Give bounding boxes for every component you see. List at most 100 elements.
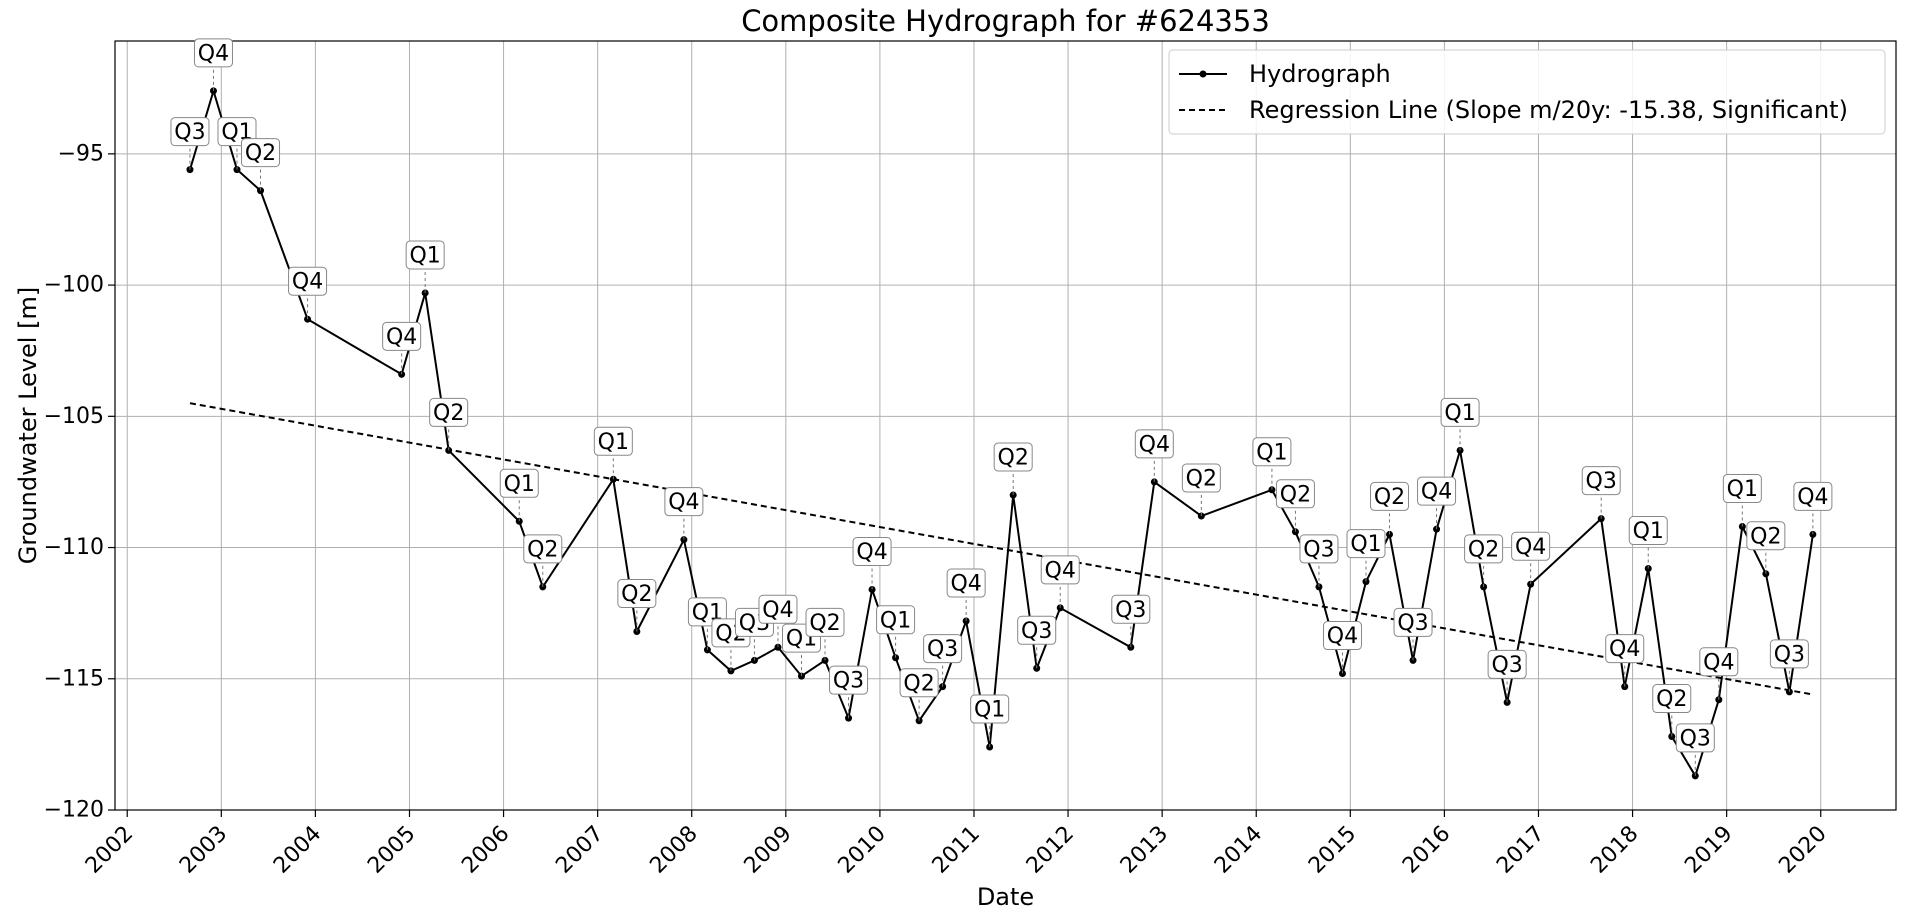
- annotation-box: [946, 568, 986, 598]
- annotation-label: Q3: [174, 120, 205, 145]
- annotation-box: [1393, 607, 1433, 637]
- annotation-label: Q2: [433, 401, 464, 426]
- annotation-box: [1581, 466, 1621, 496]
- annotation-box: [1652, 684, 1692, 714]
- annotation-label: Q1: [1350, 532, 1381, 557]
- annotation-label: Q1: [1633, 519, 1664, 544]
- annotation-label: Q2: [1186, 467, 1217, 492]
- annotation-box: [429, 397, 469, 427]
- annotation-label: Q3: [1491, 653, 1522, 678]
- annotation-box: [288, 266, 328, 296]
- x-tick-label: 2008: [645, 821, 702, 878]
- annotation-box: [1722, 474, 1762, 504]
- annotation-label: Q4: [950, 572, 981, 597]
- axes: 2002 2003 2004 2005 2006 2007 2008 2009 2010 2011…: [44, 141, 1832, 878]
- annotation-label: Q3: [1021, 619, 1052, 644]
- annotation-label: Q4: [198, 41, 229, 66]
- legend-hydrograph-marker: [1199, 70, 1207, 78]
- annotation-label: Q4: [668, 490, 699, 515]
- annotation-label: Q1: [880, 608, 911, 633]
- annotation-label: Q3: [1303, 537, 1334, 562]
- annotation-box: [241, 138, 281, 168]
- annotation-label: Q4: [762, 598, 793, 623]
- annotation-box: [1769, 639, 1809, 669]
- annotation-box: [1134, 429, 1174, 459]
- y-tick-label: −120: [44, 798, 104, 823]
- legend-box: [1168, 49, 1886, 135]
- annotation-label: Q1: [1444, 401, 1475, 426]
- annotation-label: Q2: [1750, 524, 1781, 549]
- annotation-label: Q3: [1774, 642, 1805, 667]
- x-tick-label: 2016: [1398, 821, 1455, 878]
- y-tick-label: −105: [44, 404, 104, 429]
- annotation-box: [1322, 621, 1362, 651]
- annotation-label: Q1: [1727, 477, 1758, 502]
- annotation-label: Q3: [927, 637, 958, 662]
- annotation-box: [499, 468, 539, 498]
- annotation-label: Q3: [1680, 726, 1711, 751]
- annotation-label: Q2: [1374, 485, 1405, 510]
- annotation-box: [829, 665, 869, 695]
- x-tick-label: 2020: [1774, 821, 1831, 878]
- x-tick-label: 2002: [81, 821, 138, 878]
- annotation-label: Q1: [409, 243, 440, 268]
- x-tick-label: 2003: [175, 821, 232, 878]
- annotation-label: Q1: [974, 698, 1005, 723]
- annotation-label: Q2: [1656, 687, 1687, 712]
- annotation-label: Q2: [809, 611, 840, 636]
- x-tick-label: 2011: [928, 821, 985, 878]
- annotation-box: [1605, 634, 1645, 664]
- annotation-label: Q4: [1703, 650, 1734, 675]
- annotation-box: [1181, 463, 1221, 493]
- annotation-label: Q4: [856, 540, 887, 565]
- annotation-box: [1417, 476, 1457, 506]
- annotation-box: [993, 442, 1033, 472]
- annotation-box: [382, 321, 422, 351]
- annotation-box: [1299, 534, 1339, 564]
- annotation-box: [523, 534, 563, 564]
- annotation-label: Q3: [1397, 611, 1428, 636]
- x-tick-label: 2009: [740, 821, 797, 878]
- annotation-box: [1746, 521, 1786, 551]
- x-tick-label: 2014: [1210, 821, 1267, 878]
- annotation-box: [805, 607, 845, 637]
- legend: Hydrograph Regression Line (Slope m/20y:…: [1168, 49, 1886, 135]
- annotation-label: Q4: [292, 270, 323, 295]
- annotation-label: Q2: [245, 141, 276, 166]
- annotation-box: [1628, 516, 1668, 546]
- annotation-label: Q3: [833, 669, 864, 694]
- annotation-label: Q2: [1280, 482, 1311, 507]
- annotation-label: Q1: [1256, 440, 1287, 465]
- regression-line: [189, 402, 1814, 696]
- x-tick-label: 2010: [834, 821, 891, 878]
- annotation-label: Q4: [1139, 432, 1170, 457]
- annotation-box: [664, 487, 704, 517]
- annotation-label: Q4: [1327, 624, 1358, 649]
- x-axis-label: Date: [977, 883, 1034, 911]
- annotation-box: [593, 426, 633, 456]
- annotation-label: Q4: [1421, 480, 1452, 505]
- annotation-label: Q1: [598, 430, 629, 455]
- annotation-label: Q4: [1515, 535, 1546, 560]
- y-axis-label: Groundwater Level [m]: [14, 287, 42, 564]
- annotation-box: [170, 117, 210, 147]
- annotation-box: [758, 594, 798, 624]
- annotation-label: Q4: [1609, 637, 1640, 662]
- x-tick-label: 2007: [551, 821, 608, 878]
- annotation-label: Q2: [1468, 537, 1499, 562]
- annotation-label: Q4: [1045, 558, 1076, 583]
- x-tick-label: 2019: [1680, 821, 1737, 878]
- legend-hydrograph-label: Hydrograph: [1249, 60, 1391, 88]
- y-tick-label: −115: [44, 666, 104, 691]
- annotation-label: Q2: [903, 671, 934, 696]
- x-tick-label: 2006: [457, 821, 514, 878]
- x-tick-label: 2005: [363, 821, 420, 878]
- y-tick-label: −110: [44, 535, 104, 560]
- annotation-box: [1252, 437, 1292, 467]
- legend-regression-label: Regression Line (Slope m/20y: -15.38, Si…: [1249, 96, 1848, 124]
- x-tick-label: 2018: [1586, 821, 1643, 878]
- annotation-box: [899, 668, 939, 698]
- annotation-label: Q4: [1797, 485, 1828, 510]
- y-tick-label: −100: [44, 273, 104, 298]
